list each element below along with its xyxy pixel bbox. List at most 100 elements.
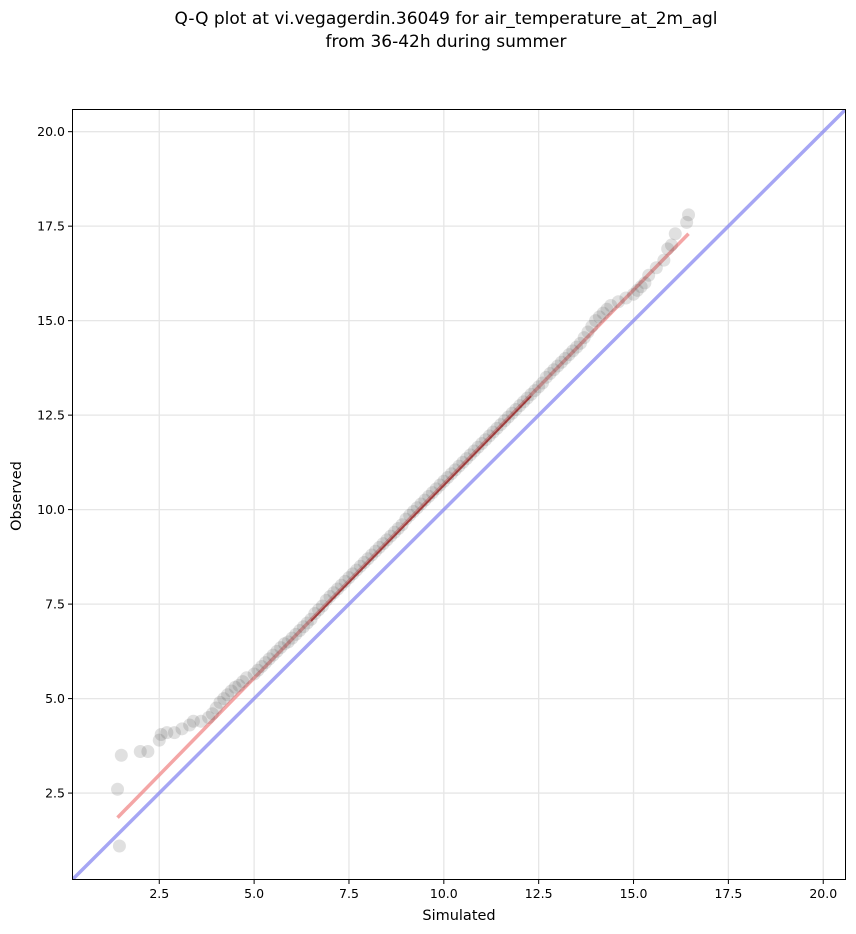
data-point — [554, 355, 568, 369]
data-point — [680, 215, 694, 229]
data-point — [175, 722, 189, 736]
data-point — [255, 659, 269, 673]
data-point — [589, 314, 603, 328]
data-point — [471, 440, 485, 454]
data-point — [437, 474, 451, 488]
data-point — [535, 376, 549, 390]
data-point — [596, 306, 610, 320]
data-point — [403, 508, 417, 522]
data-point — [668, 227, 682, 241]
data-point — [152, 733, 166, 747]
data-point — [581, 325, 595, 339]
data-point — [167, 726, 181, 740]
identity-line — [72, 109, 846, 880]
data-point — [422, 489, 436, 503]
data-point — [441, 470, 455, 484]
y-tick-label: 20.0 — [37, 124, 65, 139]
data-point — [604, 299, 618, 313]
data-point — [312, 603, 326, 617]
data-point — [551, 359, 565, 373]
data-point — [649, 261, 663, 275]
data-point — [270, 644, 284, 658]
data-point — [304, 612, 318, 626]
data-point — [460, 452, 474, 466]
data-point — [194, 714, 208, 728]
x-tick-label: 15.0 — [620, 886, 648, 901]
data-point — [388, 525, 401, 539]
data-point — [611, 295, 625, 309]
data-point — [494, 418, 508, 432]
data-point — [517, 395, 530, 409]
data-point — [274, 641, 288, 655]
data-point — [213, 695, 227, 709]
data-point — [300, 616, 314, 630]
chart-title: Q-Q plot at vi.vegagerdin.36049 for air_… — [174, 9, 717, 52]
data-point — [296, 620, 310, 634]
data-point — [221, 688, 235, 702]
data-point — [657, 253, 671, 267]
data-point — [353, 559, 367, 573]
data-point — [664, 238, 678, 252]
data-point — [281, 635, 295, 649]
data-point — [112, 839, 126, 853]
x-tick-label: 7.5 — [339, 886, 359, 901]
data-point — [232, 678, 246, 692]
data-point — [236, 675, 250, 689]
x-tick-label: 12.5 — [525, 886, 553, 901]
data-point — [285, 631, 299, 645]
chart-title-line-2: from 36-42h during summer — [326, 32, 567, 52]
data-point — [350, 563, 364, 577]
data-point — [114, 748, 128, 762]
data-point — [592, 310, 606, 324]
data-point — [513, 399, 527, 413]
data-point — [505, 406, 519, 420]
data-point — [429, 482, 443, 496]
data-point — [418, 493, 432, 507]
data-point — [209, 701, 223, 715]
data-point — [528, 384, 542, 398]
x-tick-label: 2.5 — [149, 886, 169, 901]
data-point — [289, 627, 303, 641]
data-point — [277, 637, 291, 651]
data-point — [141, 745, 155, 758]
data-point — [384, 529, 398, 543]
data-point — [293, 624, 307, 638]
x-tick-label: 10.0 — [430, 886, 458, 901]
data-point — [539, 370, 553, 384]
data-point — [444, 467, 458, 481]
data-point — [634, 280, 648, 294]
data-point — [638, 276, 652, 290]
x-axis-ticks: 2.5 5.0 7.5 10.0 12.5 15.0 17.5 20.0 — [149, 880, 837, 901]
data-point — [630, 283, 644, 297]
y-tick-label: 2.5 — [45, 786, 65, 801]
y-tick-label: 12.5 — [37, 408, 65, 423]
y-tick-label: 17.5 — [37, 219, 65, 234]
fit-line-core — [310, 395, 532, 622]
data-point — [520, 391, 534, 405]
data-point — [509, 402, 523, 416]
data-point — [186, 714, 200, 728]
data-point — [562, 348, 576, 362]
data-point — [543, 367, 557, 381]
data-point — [259, 656, 272, 670]
data-point — [160, 726, 174, 740]
data-point — [224, 684, 238, 698]
data-point — [369, 544, 383, 558]
chart-title-line-1: Q-Q plot at vi.vegagerdin.36049 for air_… — [174, 9, 717, 29]
data-point — [642, 268, 656, 282]
y-axis-label: Observed — [9, 461, 25, 531]
data-point — [452, 459, 466, 473]
data-point — [524, 387, 538, 401]
data-point — [338, 574, 352, 588]
x-tick-label: 20.0 — [809, 886, 837, 901]
data-point — [558, 351, 572, 365]
y-axis-ticks: 2.5 5.0 7.5 10.0 12.5 15.0 17.5 20.0 — [37, 124, 72, 801]
data-point — [346, 567, 360, 581]
data-point — [410, 501, 424, 515]
data-point — [585, 319, 599, 333]
plot-content — [72, 109, 846, 880]
data-point — [532, 380, 546, 394]
data-point — [619, 291, 633, 305]
